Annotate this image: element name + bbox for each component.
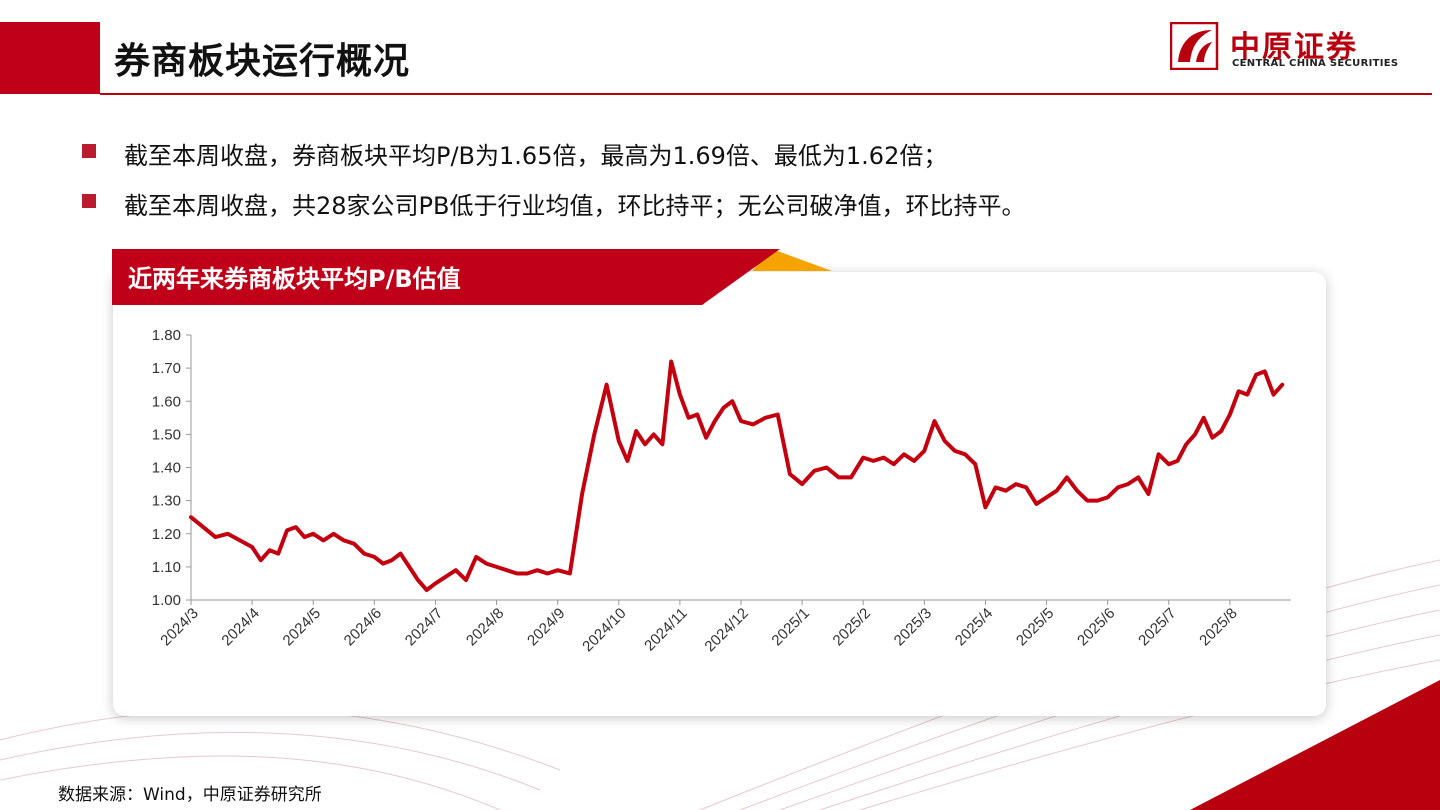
x-tick-label: 2024/4: [218, 605, 262, 649]
chart-axes: [190, 335, 1291, 601]
x-tick-label: 2024/7: [402, 605, 446, 649]
corner-decoration: [1190, 680, 1440, 810]
x-tick-label: 2024/5: [280, 605, 324, 649]
chart-card: [113, 272, 1326, 716]
x-tick-label: 2024/6: [341, 605, 385, 649]
x-axis-ticks: 2024/3 2024/4 2024/5 2024/6 2024/7 2024/8 2024…: [157, 600, 1241, 655]
x-tick-label: 2025/2: [830, 605, 874, 649]
header-divider: [100, 93, 1432, 95]
logo-emblem-icon: [1170, 22, 1219, 70]
bullet-text: 截至本周收盘，券商板块平均P/B为1.65倍，最高为1.69倍、最低为1.62倍…: [124, 142, 948, 170]
logo-name-cn: 中原证券: [1230, 30, 1358, 65]
x-tick-label: 2024/11: [641, 605, 691, 655]
x-tick-label: 2025/7: [1135, 605, 1179, 649]
pb-line-chart: 1.00 1.10 1.20 1.30 1.40 1.50 1.60 1.70 1.80 202…: [152, 327, 1291, 655]
y-tick-label: 1.70: [152, 360, 181, 377]
page-title: 券商板块运行概况: [114, 41, 411, 82]
x-tick-label: 2024/8: [463, 605, 507, 649]
logo-name-en: CENTRAL CHINA SECURITIES: [1232, 58, 1399, 69]
x-tick-label: 2025/8: [1196, 605, 1240, 649]
chart-title: 近两年来券商板块平均P/B估值: [128, 265, 461, 293]
bullet-square-icon: [82, 144, 96, 158]
company-logo: 中原证券 CENTRAL CHINA SECURITIES: [1170, 22, 1410, 74]
x-tick-label: 2025/3: [891, 605, 935, 649]
pb-series-line: [189, 359, 1285, 593]
y-tick-label: 1.50: [152, 426, 181, 443]
chart-card-banner: [112, 249, 832, 305]
x-tick-label: 2024/3: [157, 605, 201, 649]
x-tick-label: 2025/4: [952, 605, 996, 649]
x-tick-label: 2024/12: [701, 605, 751, 655]
bullet-text: 截至本周收盘，共28家公司PB低于行业均值，环比持平；无公司破净值，环比持平。: [124, 192, 1026, 220]
x-tick-label: 2024/10: [579, 605, 629, 655]
header-accent-block: [0, 22, 100, 94]
x-tick-label: 2025/5: [1013, 605, 1057, 649]
bullet-item: 截至本周收盘，共28家公司PB低于行业均值，环比持平；无公司破净值，环比持平。: [82, 186, 1382, 222]
bullet-item: 截至本周收盘，券商板块平均P/B为1.65倍，最高为1.69倍、最低为1.62倍…: [82, 136, 1382, 172]
y-tick-label: 1.80: [152, 327, 181, 344]
y-tick-label: 1.20: [152, 526, 181, 543]
x-tick-label: 2025/1: [768, 605, 812, 649]
y-tick-label: 1.10: [152, 559, 181, 576]
y-tick-label: 1.00: [152, 592, 181, 609]
y-axis-ticks: 1.00 1.10 1.20 1.30 1.40 1.50 1.60 1.70 1.80: [152, 327, 191, 609]
x-tick-label: 2024/9: [524, 605, 568, 649]
y-tick-label: 1.60: [152, 393, 181, 410]
bullet-square-icon: [82, 194, 96, 208]
y-tick-label: 1.40: [152, 460, 181, 477]
x-tick-label: 2025/6: [1074, 605, 1118, 649]
y-tick-label: 1.30: [152, 493, 181, 510]
data-source-note: 数据来源：Wind，中原证券研究所: [58, 785, 322, 805]
